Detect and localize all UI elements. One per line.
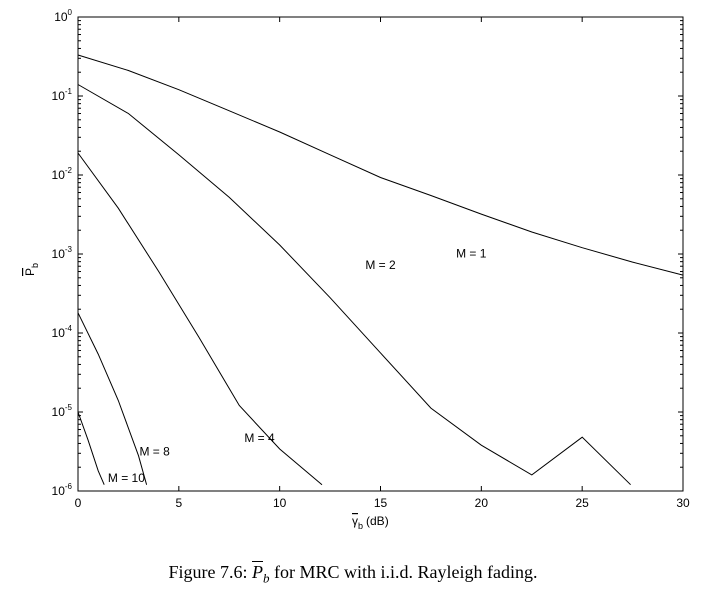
curve-label-0: M = 1 bbox=[456, 247, 487, 261]
x-tick-label-5: 25 bbox=[575, 496, 589, 510]
x-tick-label-0: 0 bbox=[75, 496, 82, 510]
curve-m4 bbox=[77, 152, 323, 486]
curve-label-3: M = 8 bbox=[139, 445, 170, 459]
caption-rest: for MRC with i.i.d. Rayleigh fading. bbox=[274, 562, 538, 582]
curve-m10 bbox=[77, 411, 105, 485]
chart: 0 5 10 15 20 25 30 10-6 10-5 10-4 10-3 10-2 10-1 100 M… bbox=[23, 8, 690, 531]
plot-area: 0 5 10 15 20 25 30 10-6 10-5 10-4 10-3 10-2 10-1 100 M… bbox=[52, 8, 690, 510]
curve-m8 bbox=[77, 312, 148, 485]
curve-label-2: M = 4 bbox=[244, 431, 275, 445]
curve-label-1: M = 2 bbox=[365, 258, 396, 272]
y-axis-label-symbol: P bbox=[23, 268, 37, 276]
x-axis-label-subscript: b bbox=[358, 521, 363, 531]
x-tick-label-2: 10 bbox=[273, 496, 287, 510]
figure-caption: Figure 7.6: Pb for MRC with i.i.d. Rayle… bbox=[0, 562, 706, 587]
y-tick-label-0: 10-6 bbox=[52, 482, 73, 498]
curve-m1 bbox=[77, 54, 684, 276]
x-axis-label-unit: (dB) bbox=[366, 514, 389, 528]
y-tick-label-1: 10-5 bbox=[52, 403, 73, 419]
x-tick-label-4: 20 bbox=[475, 496, 489, 510]
curve-label-4: M = 10 bbox=[108, 471, 145, 485]
x-axis-label-symbol: γ bbox=[352, 514, 358, 528]
y-tick-label-6: 100 bbox=[54, 8, 72, 24]
y-tick-label-3: 10-3 bbox=[52, 245, 73, 261]
caption-prefix: Figure 7.6: bbox=[168, 562, 248, 582]
curve-m2 bbox=[77, 84, 631, 486]
y-axis-label-subscript: b bbox=[30, 263, 40, 268]
x-tick-label-3: 15 bbox=[374, 496, 388, 510]
x-tick-label-1: 5 bbox=[175, 496, 182, 510]
caption-subscript: b bbox=[263, 570, 270, 586]
y-tick-label-4: 10-2 bbox=[52, 166, 73, 182]
svg-text:γb(dB): γb (dB) bbox=[352, 514, 389, 531]
x-axis-label: γb (dB) bbox=[352, 514, 389, 531]
x-tick-label-6: 30 bbox=[676, 496, 690, 510]
plot-frame bbox=[77, 16, 684, 492]
svg-text:Pb: Pb bbox=[23, 263, 40, 276]
y-axis-label: Pb bbox=[23, 263, 40, 276]
y-tick-label-5: 10-1 bbox=[52, 87, 73, 103]
y-tick-label-2: 10-4 bbox=[52, 324, 73, 340]
caption-symbol: P bbox=[252, 562, 263, 582]
